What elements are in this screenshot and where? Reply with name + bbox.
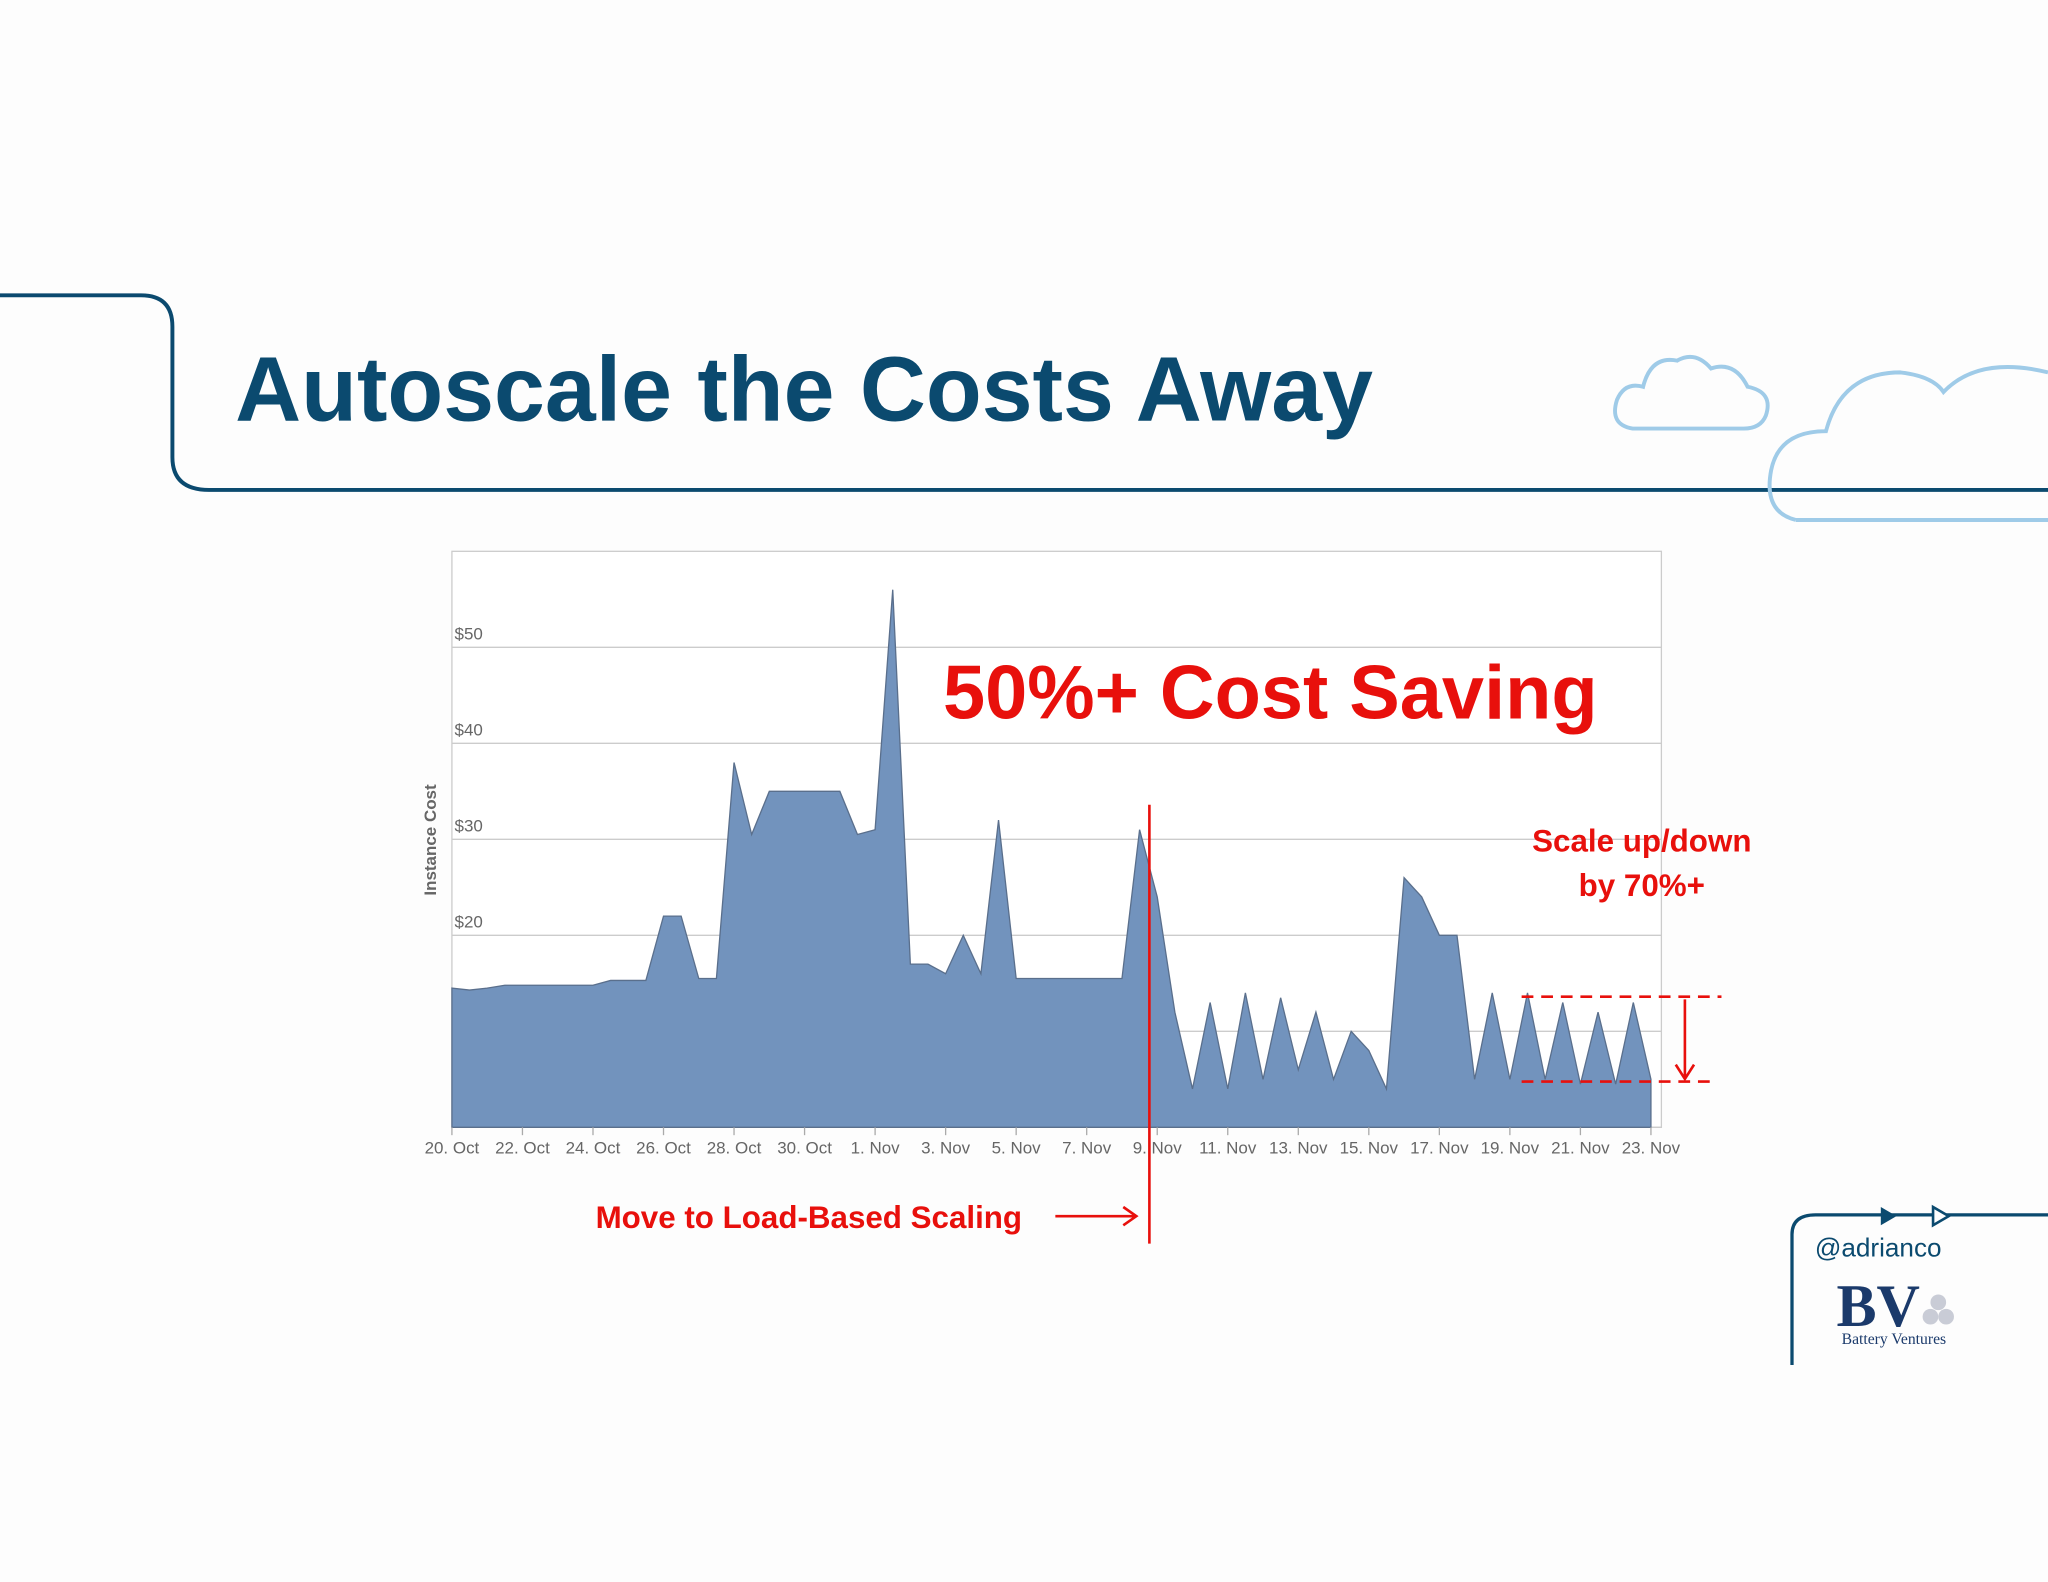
annotation: Scale up/down bbox=[1532, 824, 1751, 859]
annotation: by 70%+ bbox=[1579, 868, 1705, 903]
company: Battery Ventures bbox=[1842, 1331, 1947, 1348]
x-tick-label: 24. Oct bbox=[566, 1138, 621, 1157]
cloud bbox=[1767, 365, 2048, 522]
x-tick-label: 23. Nov bbox=[1622, 1138, 1681, 1157]
x-tick-label: 15. Nov bbox=[1340, 1138, 1399, 1157]
x-tick-label: 7. Nov bbox=[1062, 1138, 1112, 1157]
x-tick-label: 20. Oct bbox=[425, 1138, 480, 1157]
y-tick-label: $50 bbox=[455, 624, 483, 643]
handle: @adrianco bbox=[1815, 1233, 1942, 1263]
x-tick-label: 13. Nov bbox=[1269, 1138, 1328, 1157]
x-tick-label: 19. Nov bbox=[1481, 1138, 1540, 1157]
logo-arrow bbox=[1931, 1204, 1952, 1228]
x-tick-label: 9. Nov bbox=[1133, 1138, 1183, 1157]
y-tick-label: $30 bbox=[455, 816, 483, 835]
arrow bbox=[1674, 999, 1696, 1082]
frame-line bbox=[0, 293, 2048, 492]
y-tick-label: $40 bbox=[455, 720, 483, 739]
x-tick-label: 21. Nov bbox=[1551, 1138, 1610, 1157]
x-tick-label: 5. Nov bbox=[992, 1138, 1042, 1157]
x-tick-label: 11. Nov bbox=[1199, 1138, 1257, 1157]
logo-arrow bbox=[1880, 1207, 1897, 1226]
logo-frame bbox=[1790, 1213, 2048, 1366]
x-tick-label: 3. Nov bbox=[921, 1138, 971, 1157]
y-axis-label: Instance Cost bbox=[421, 784, 440, 896]
annotation: 50%+ Cost Saving bbox=[943, 651, 1598, 736]
x-tick-label: 30. Oct bbox=[777, 1138, 832, 1157]
cloud bbox=[1613, 354, 1770, 431]
x-tick-label: 17. Nov bbox=[1410, 1138, 1469, 1157]
logo: BV bbox=[1836, 1272, 1919, 1339]
annotation: Move to Load-Based Scaling bbox=[596, 1200, 1022, 1235]
slide-title: Autoscale the Costs Away bbox=[235, 339, 1373, 441]
x-tick-label: 1. Nov bbox=[851, 1138, 901, 1157]
x-tick-label: 22. Oct bbox=[495, 1138, 550, 1157]
logo-dots bbox=[1922, 1294, 1954, 1325]
arrow bbox=[1055, 1205, 1139, 1227]
annotation-shapes bbox=[1055, 804, 1722, 1244]
area bbox=[451, 589, 1652, 1128]
y-tick-label: $20 bbox=[455, 912, 483, 931]
x-tick-label: 26. Oct bbox=[636, 1138, 691, 1157]
x-tick-label: 28. Oct bbox=[707, 1138, 762, 1157]
